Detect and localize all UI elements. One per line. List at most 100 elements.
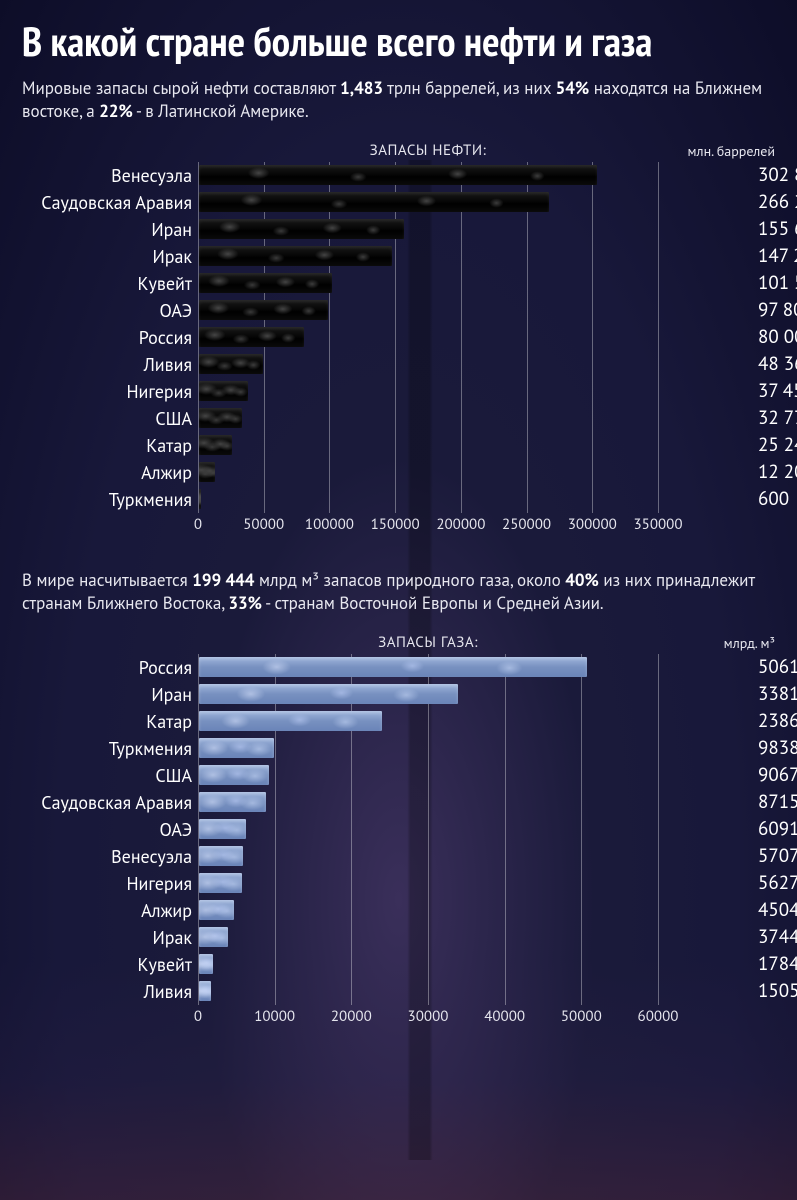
chart-row: Ливия1505: [22, 978, 775, 1005]
bar: [199, 684, 458, 704]
bar: [199, 300, 328, 320]
country-label: ОАЭ: [22, 299, 198, 322]
oil-chart: Венесуэла302 809Саудовская Аравия266 260…: [22, 162, 775, 513]
country-label: Катар: [22, 710, 198, 733]
country-label: Иран: [22, 683, 198, 706]
value-label: 5627: [758, 871, 797, 895]
country-label: Кувейт: [22, 953, 198, 976]
chart-row: Ирак3744: [22, 924, 775, 951]
chart-row: Нигерия37 453: [22, 378, 775, 405]
country-label: Туркмения: [22, 488, 198, 511]
axis-tick: 10000: [254, 1007, 295, 1026]
oil-unit-label: млн. баррелей: [658, 142, 775, 160]
country-label: Ирак: [22, 926, 198, 949]
bar: [199, 408, 242, 428]
value-label: 48 363: [758, 352, 797, 376]
value-label: 4504: [758, 898, 797, 922]
country-label: Туркмения: [22, 737, 198, 760]
axis-tick: 100000: [305, 515, 354, 534]
axis-tick: 60000: [638, 1007, 679, 1026]
chart-row: Саудовская Аравия8715: [22, 789, 775, 816]
value-label: 12 200: [758, 460, 797, 484]
bar: [199, 381, 248, 401]
value-label: 9067: [758, 763, 797, 787]
chart-row: Россия50617: [22, 654, 775, 681]
bar: [199, 219, 404, 239]
country-label: США: [22, 407, 198, 430]
value-label: 32 773: [758, 406, 797, 430]
value-label: 1505: [758, 979, 797, 1003]
chart-row: Туркмения9838: [22, 735, 775, 762]
country-label: Саудовская Аравия: [22, 791, 198, 814]
chart-row: США32 773: [22, 405, 775, 432]
value-label: 6091: [758, 817, 797, 841]
chart-row: Туркмения600: [22, 486, 775, 513]
value-label: 50617: [758, 655, 797, 679]
country-label: ОАЭ: [22, 818, 198, 841]
chart-row: США9067: [22, 762, 775, 789]
bar: [199, 873, 242, 893]
country-label: Ирак: [22, 245, 198, 268]
value-label: 5707: [758, 844, 797, 868]
chart-row: Иран155 600: [22, 216, 775, 243]
chart-row: Иран33810: [22, 681, 775, 708]
page-title: В какой стране больше всего нефти и газа: [22, 20, 775, 63]
bar: [199, 165, 597, 185]
value-label: 155 600: [758, 217, 797, 241]
value-label: 97 800: [758, 298, 797, 322]
value-label: 33810: [758, 682, 797, 706]
bar: [199, 981, 211, 1001]
gas-chart-title: ЗАПАСЫ ГАЗА:: [198, 633, 658, 652]
oil-axis: 0500001000001500002000002500003000003500…: [198, 513, 658, 537]
country-label: Нигерия: [22, 380, 198, 403]
chart-row: Венесуэла5707: [22, 843, 775, 870]
bar: [199, 954, 213, 974]
axis-tick: 350000: [633, 515, 682, 534]
bar: [199, 273, 332, 293]
country-label: Кувейт: [22, 272, 198, 295]
chart-row: Катар25 244: [22, 432, 775, 459]
bar: [199, 738, 274, 758]
bar: [199, 246, 392, 266]
value-label: 37 453: [758, 379, 797, 403]
gas-chart: Россия50617Иран33810Катар23861Туркмения9…: [22, 654, 775, 1005]
bar: [199, 354, 263, 374]
axis-tick: 250000: [502, 515, 551, 534]
axis-tick: 40000: [484, 1007, 525, 1026]
bar: [199, 927, 228, 947]
axis-tick: 50000: [561, 1007, 602, 1026]
value-label: 1784: [758, 952, 797, 976]
axis-tick: 0: [194, 1007, 202, 1026]
bar: [199, 435, 232, 455]
oil-chart-title: ЗАПАСЫ НЕФТИ:: [198, 141, 658, 160]
value-label: 101 500: [758, 271, 797, 295]
country-label: Нигерия: [22, 872, 198, 895]
chart-row: Венесуэла302 809: [22, 162, 775, 189]
country-label: Иран: [22, 218, 198, 241]
bar: [199, 462, 215, 482]
chart-row: Ливия48 363: [22, 351, 775, 378]
axis-tick: 20000: [331, 1007, 372, 1026]
country-label: Россия: [22, 656, 198, 679]
value-label: 3744: [758, 925, 797, 949]
bar: [199, 711, 382, 731]
chart-row: ОАЭ97 800: [22, 297, 775, 324]
gas-chart-block: ЗАПАСЫ ГАЗА: млрд. м³ Россия50617Иран338…: [22, 633, 775, 1029]
country-label: Россия: [22, 326, 198, 349]
bar: [199, 900, 234, 920]
chart-row: Кувейт101 500: [22, 270, 775, 297]
bar: [199, 327, 304, 347]
chart-row: Алжир12 200: [22, 459, 775, 486]
oil-chart-block: ЗАПАСЫ НЕФТИ: млн. баррелей Венесуэла302…: [22, 141, 775, 537]
bar: [199, 489, 201, 509]
bar: [199, 819, 246, 839]
gas-axis: 0100002000030000400005000060000: [198, 1005, 658, 1029]
bar: [199, 846, 243, 866]
country-label: Ливия: [22, 353, 198, 376]
chart-row: Алжир4504: [22, 897, 775, 924]
country-label: Венесуэла: [22, 164, 198, 187]
gas-unit-label: млрд. м³: [658, 634, 775, 652]
value-label: 302 809: [758, 163, 797, 187]
country-label: Ливия: [22, 980, 198, 1003]
value-label: 25 244: [758, 433, 797, 457]
